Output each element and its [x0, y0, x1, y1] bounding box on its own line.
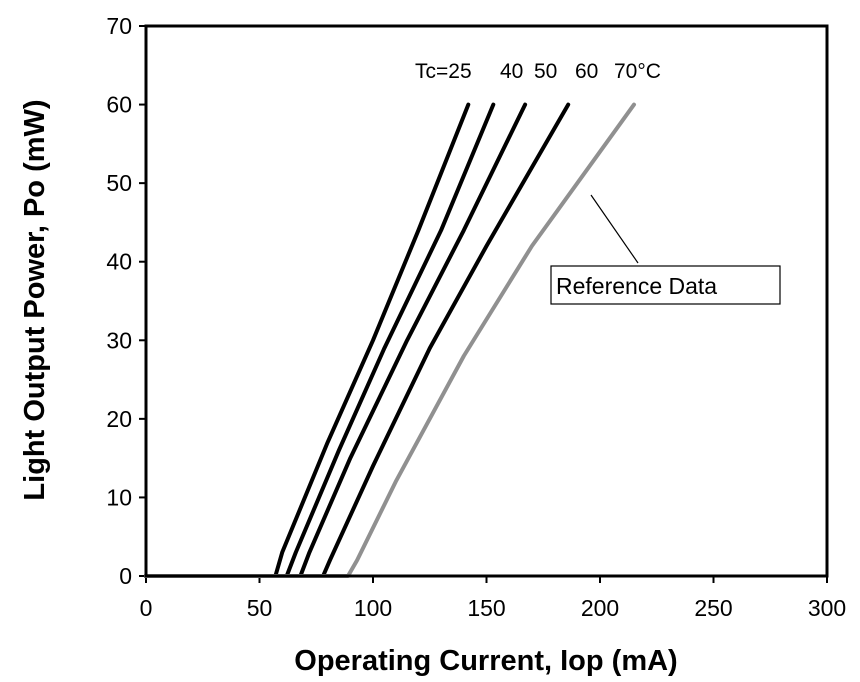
y-tick-label: 60 — [106, 92, 132, 118]
x-tick-label: 100 — [354, 595, 392, 621]
plot-frame — [144, 24, 829, 578]
y-tick-label: 70 — [106, 13, 132, 39]
x-tick-label: 0 — [140, 595, 153, 621]
temp-label-25: Tc=25 — [415, 60, 472, 83]
x-tick-label: 300 — [808, 595, 846, 621]
y-axis-title: Light Output Power, Po (mW) — [19, 99, 51, 500]
series-line-0 — [144, 102, 471, 578]
y-tick-label: 30 — [106, 327, 132, 353]
x-tick-label: 200 — [581, 595, 619, 621]
temp-label-40: 40 — [500, 60, 523, 83]
x-tick-label: 150 — [467, 595, 505, 621]
series-line-2 — [144, 102, 528, 578]
y-tick-label: 40 — [106, 249, 132, 275]
ticks-layer: 0 50 100 150 200 250 300 0 10 20 30 40 50 60 70 — [106, 13, 846, 621]
x-tick-label: 250 — [694, 595, 732, 621]
x-tick-label: 50 — [247, 595, 273, 621]
reference-label-box — [550, 265, 781, 305]
y-tick-label: 0 — [119, 563, 132, 589]
y-tick-label: 20 — [106, 406, 132, 432]
reference-label: Reference Data — [556, 273, 717, 299]
temp-label-70: 70°C — [614, 60, 661, 83]
x-axis-title: Operating Current, Iop (mA) — [294, 645, 677, 677]
y-tick-label: 50 — [106, 170, 132, 196]
temp-label-50: 50 — [534, 60, 557, 83]
series-line-4 — [144, 102, 636, 578]
temp-label-60: 60 — [575, 60, 598, 83]
y-tick-label: 10 — [106, 484, 132, 510]
series-line-3 — [144, 102, 571, 578]
series-layer — [144, 102, 636, 578]
reference-leader-line — [590, 194, 639, 264]
